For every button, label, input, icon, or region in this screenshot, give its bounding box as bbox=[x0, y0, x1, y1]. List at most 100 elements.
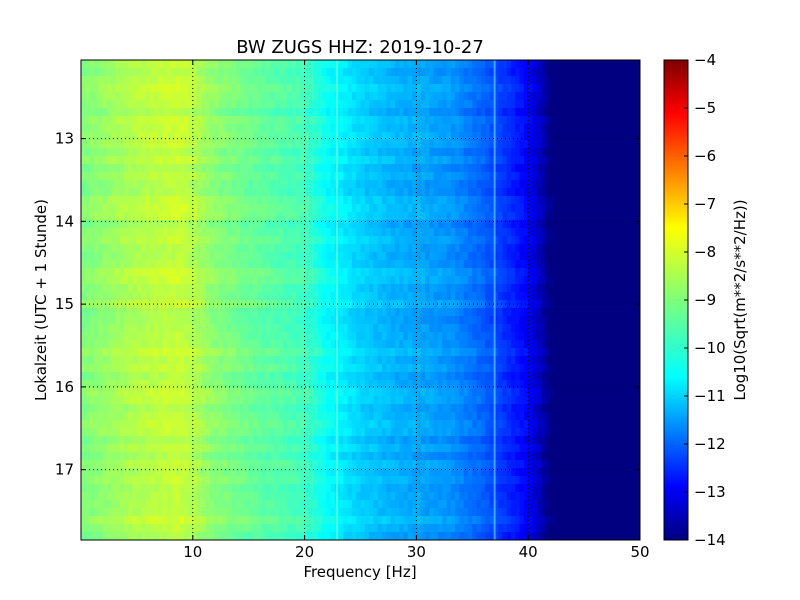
heatmap-cell bbox=[605, 116, 611, 125]
heatmap-cell bbox=[412, 236, 417, 245]
heatmap-cell bbox=[270, 252, 276, 261]
heatmap-cell bbox=[463, 196, 469, 205]
heatmap-cell bbox=[296, 316, 301, 325]
heatmap-cell bbox=[468, 148, 473, 157]
heatmap-cell bbox=[321, 268, 327, 277]
heatmap-cell bbox=[296, 364, 301, 373]
heatmap-cell bbox=[523, 164, 529, 173]
heatmap-cell bbox=[248, 268, 254, 277]
heatmap-cell bbox=[558, 204, 564, 213]
heatmap-cell bbox=[222, 172, 228, 181]
heatmap-cell bbox=[511, 204, 516, 213]
heatmap-cell bbox=[394, 100, 400, 109]
heatmap-cell bbox=[545, 332, 551, 341]
heatmap-cell bbox=[222, 236, 228, 245]
heatmap-cell bbox=[141, 188, 147, 197]
heatmap-cell bbox=[498, 196, 503, 205]
heatmap-cell bbox=[558, 188, 564, 197]
heatmap-cell bbox=[304, 132, 310, 141]
heatmap-cell bbox=[635, 268, 640, 277]
heatmap-cell bbox=[459, 356, 465, 365]
heatmap-cell bbox=[605, 260, 611, 269]
heatmap-cell bbox=[326, 260, 331, 269]
heatmap-cell bbox=[575, 132, 581, 141]
heatmap-cell bbox=[545, 180, 551, 189]
heatmap-cell bbox=[356, 60, 362, 69]
heatmap-cell bbox=[485, 356, 491, 365]
heatmap-cell bbox=[192, 108, 198, 117]
heatmap-cell bbox=[433, 124, 439, 133]
heatmap-cell bbox=[601, 196, 607, 205]
heatmap-cell bbox=[433, 220, 439, 229]
heatmap-cell bbox=[609, 356, 615, 365]
heatmap-cell bbox=[377, 308, 383, 317]
heatmap-cell bbox=[149, 348, 155, 357]
heatmap-cell bbox=[261, 156, 267, 165]
heatmap-cell bbox=[240, 236, 245, 245]
heatmap-cell bbox=[493, 132, 499, 141]
heatmap-cell bbox=[102, 308, 108, 317]
heatmap-cell bbox=[145, 60, 151, 69]
heatmap-cell bbox=[523, 308, 529, 317]
heatmap-cell bbox=[158, 308, 164, 317]
heatmap-cell bbox=[485, 268, 491, 277]
heatmap-cell bbox=[597, 156, 602, 165]
heatmap-cell bbox=[519, 196, 525, 205]
heatmap-cell bbox=[605, 60, 611, 69]
heatmap-cell bbox=[511, 244, 516, 253]
heatmap-cell bbox=[210, 292, 215, 301]
heatmap-cell bbox=[270, 228, 276, 237]
heatmap-cell bbox=[171, 124, 177, 133]
heatmap-cell bbox=[141, 348, 147, 357]
heatmap-cell bbox=[532, 308, 538, 317]
heatmap-cell bbox=[493, 252, 499, 261]
heatmap-cell bbox=[313, 364, 319, 373]
heatmap-cell bbox=[403, 132, 409, 141]
heatmap-cell bbox=[562, 68, 568, 77]
heatmap-cell bbox=[111, 116, 116, 125]
heatmap-cell bbox=[455, 244, 460, 253]
heatmap-cell bbox=[609, 76, 615, 85]
heatmap-cell bbox=[609, 108, 615, 117]
heatmap-cell bbox=[433, 140, 439, 149]
heatmap-cell bbox=[489, 324, 495, 333]
heatmap-cell bbox=[291, 68, 297, 77]
heatmap-cell bbox=[433, 196, 439, 205]
heatmap-cell bbox=[274, 220, 280, 229]
heatmap-cell bbox=[588, 132, 594, 141]
heatmap-cell bbox=[158, 324, 164, 333]
heatmap-cell bbox=[502, 316, 508, 325]
heatmap-cell bbox=[532, 196, 538, 205]
heatmap-cell bbox=[240, 364, 245, 373]
heatmap-cell bbox=[257, 252, 263, 261]
heatmap-cell bbox=[222, 252, 228, 261]
heatmap-cell bbox=[360, 180, 366, 189]
heatmap-cell bbox=[231, 124, 237, 133]
heatmap-cell bbox=[257, 172, 263, 181]
heatmap-cell bbox=[171, 364, 177, 373]
heatmap-cell bbox=[222, 340, 228, 349]
heatmap-cell bbox=[601, 132, 607, 141]
heatmap-cell bbox=[519, 268, 525, 277]
heatmap-cell bbox=[502, 188, 508, 197]
heatmap-cell bbox=[442, 260, 448, 269]
heatmap-cell bbox=[635, 228, 640, 237]
heatmap-cell bbox=[472, 348, 478, 357]
heatmap-cell bbox=[184, 348, 190, 357]
heatmap-cell bbox=[98, 204, 104, 213]
heatmap-cell bbox=[171, 348, 177, 357]
heatmap-cell bbox=[291, 108, 297, 117]
heatmap-cell bbox=[222, 188, 228, 197]
heatmap-cell bbox=[609, 124, 615, 133]
heatmap-cell bbox=[154, 164, 159, 173]
heatmap-cell bbox=[618, 252, 624, 261]
heatmap-cell bbox=[149, 124, 155, 133]
heatmap-cell bbox=[132, 236, 138, 245]
heatmap-cell bbox=[455, 92, 460, 101]
heatmap-cell bbox=[321, 284, 327, 293]
heatmap-cell bbox=[248, 340, 254, 349]
heatmap-cell bbox=[601, 188, 607, 197]
heatmap-cell bbox=[450, 180, 456, 189]
heatmap-cell bbox=[459, 116, 465, 125]
heatmap-cell bbox=[132, 348, 138, 357]
